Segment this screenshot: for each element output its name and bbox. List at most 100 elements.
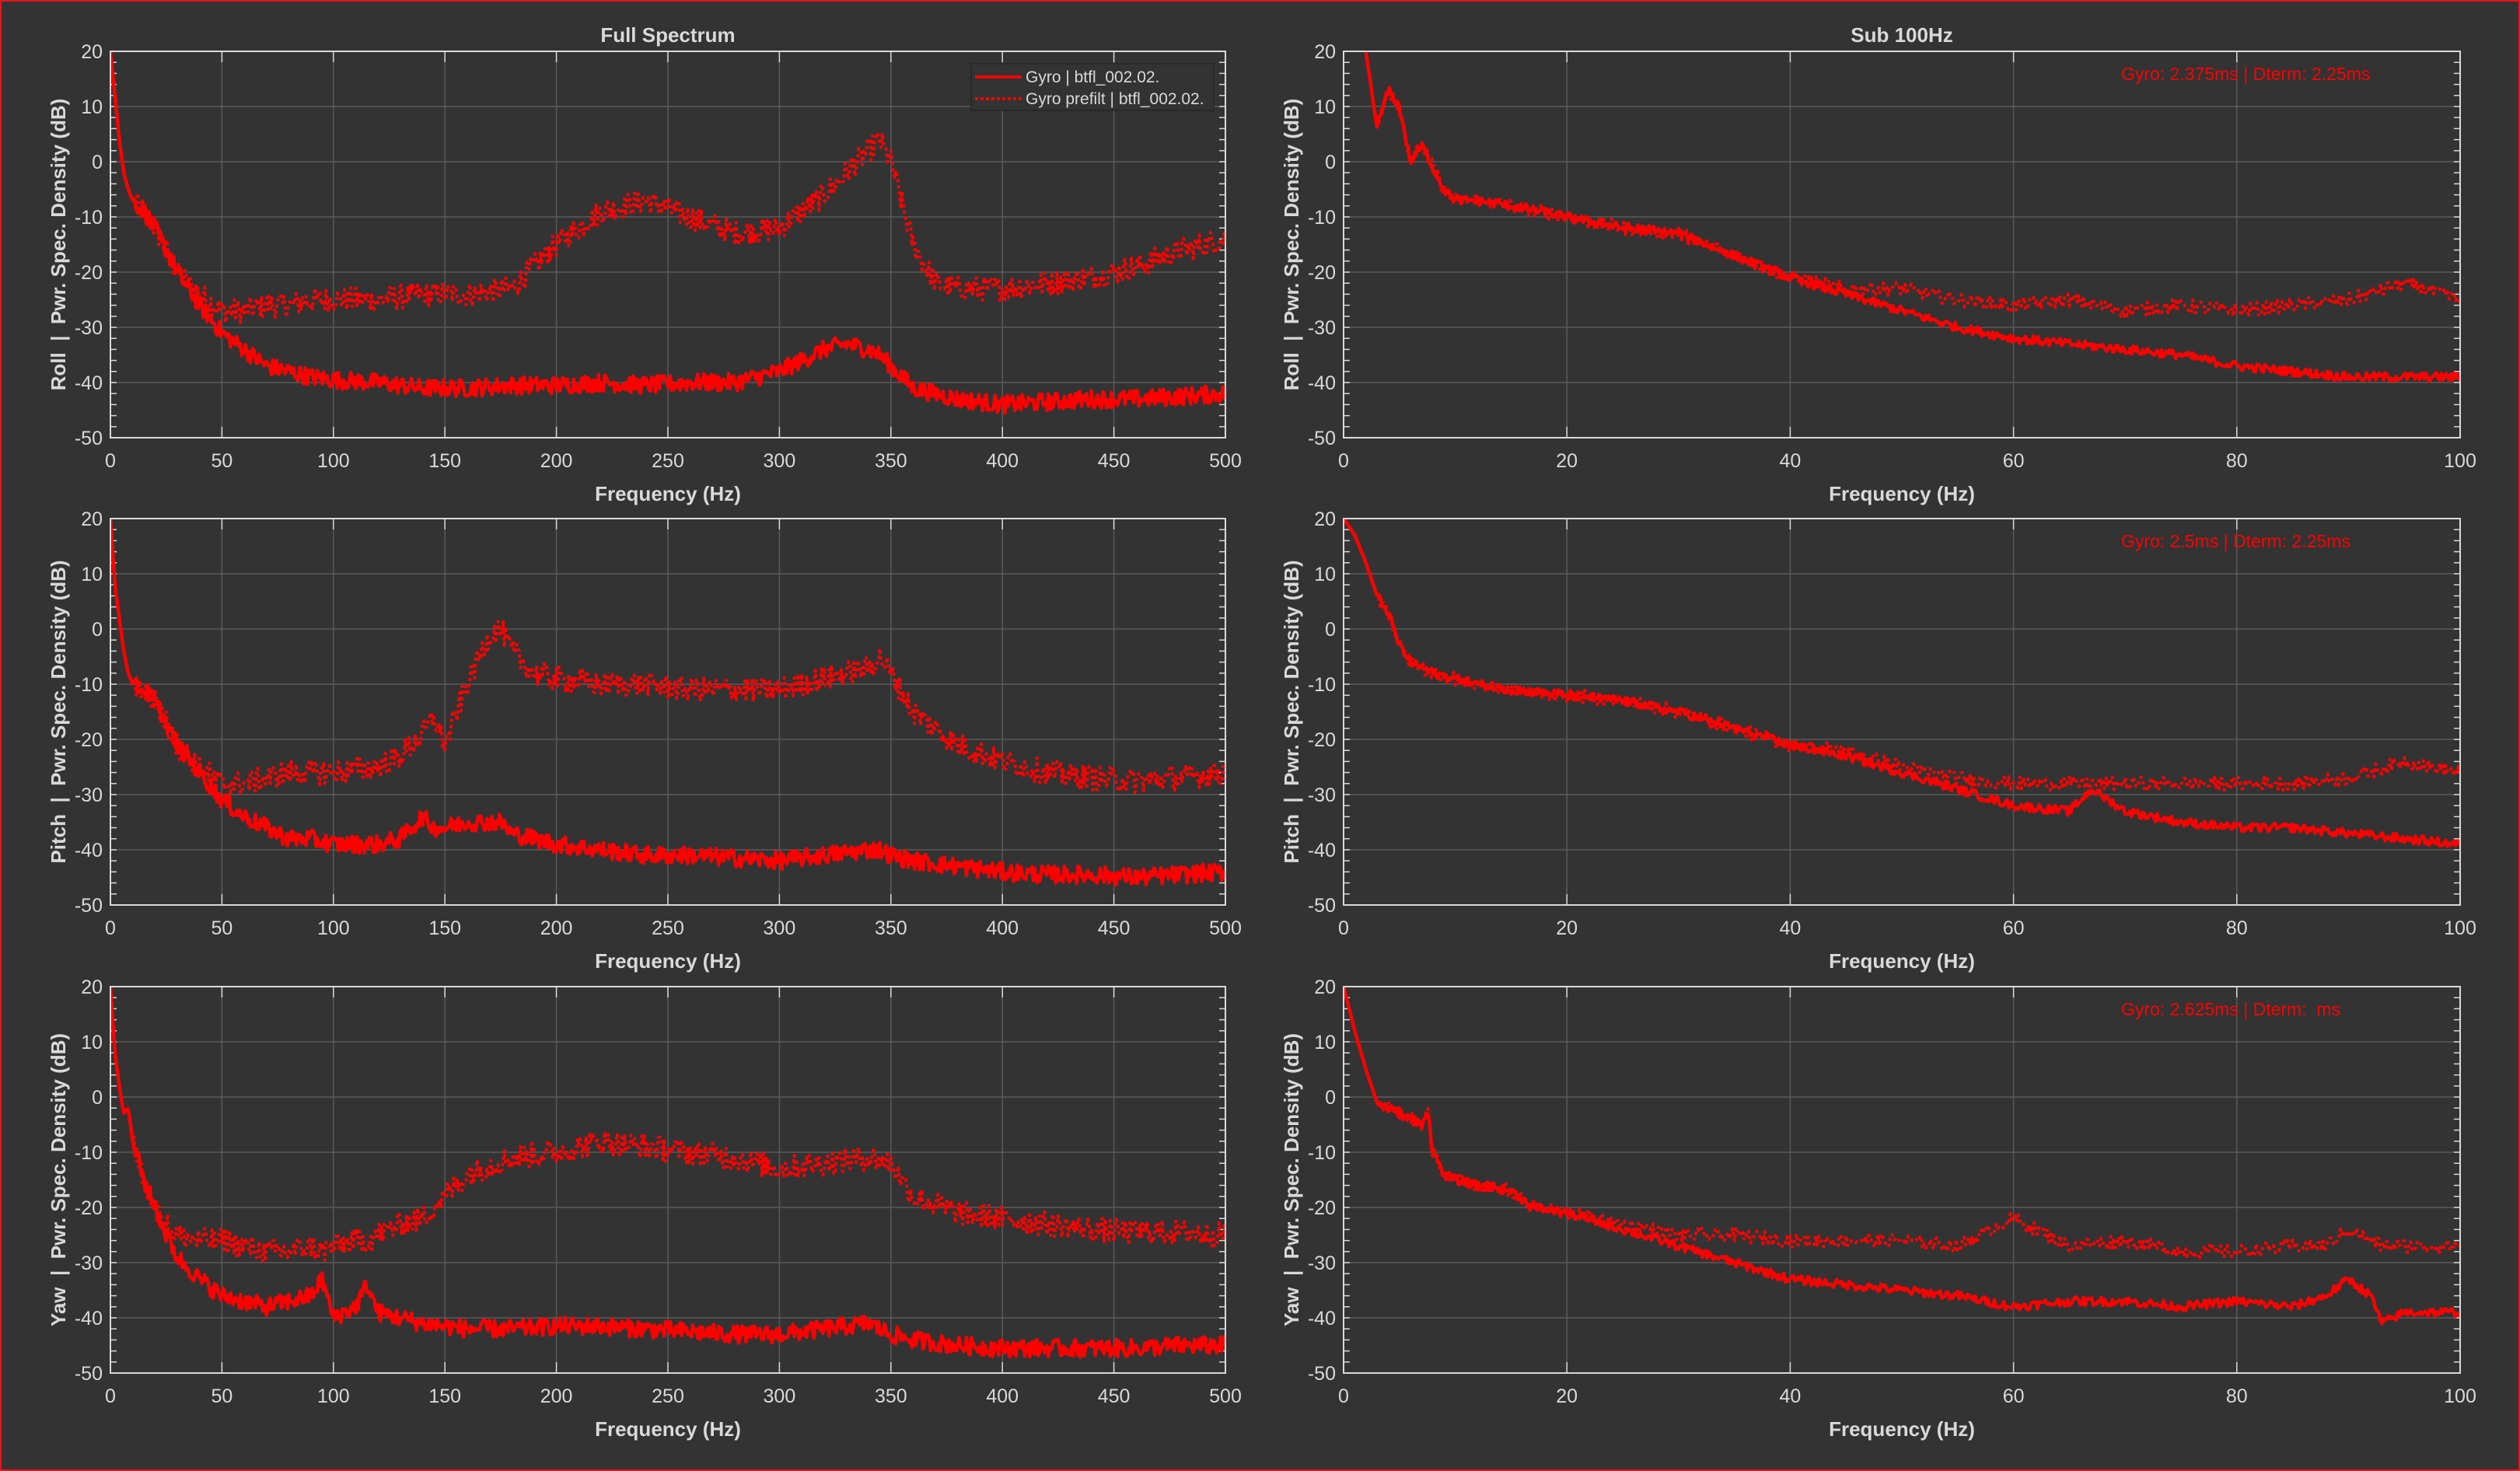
x-tick-label: 400 [986, 917, 1019, 939]
y-tick-label: -10 [75, 207, 103, 229]
y-tick-label: -10 [75, 1142, 103, 1164]
y-tick-label: 20 [81, 41, 103, 63]
x-tick-label: 500 [1209, 450, 1242, 472]
y-tick-label: -30 [1308, 317, 1336, 339]
y-tick-label: -20 [75, 1197, 103, 1219]
subplot-yaw-sub: 0 20 40 60 80 10020100-10-20-30-40-50Frequenc… [1280, 977, 2476, 1441]
y-tick-label: -20 [1308, 729, 1336, 751]
y-tick-label: -30 [1308, 784, 1336, 806]
y-tick-label: -30 [1308, 1253, 1336, 1274]
subplot-pitch-sub: 0 20 40 60 80 10020100-10-20-30-40-50Frequenc… [1280, 508, 2476, 973]
x-axis-label: Frequency (Hz) [595, 949, 741, 973]
x-tick-label: 450 [1098, 450, 1131, 472]
x-tick-label: 500 [1209, 1385, 1242, 1407]
x-tick-label: 80 [2226, 1385, 2248, 1407]
x-axis-label: Frequency (Hz) [1829, 482, 1975, 505]
subplot-title: Full Spectrum [600, 23, 735, 47]
y-tick-label: -20 [75, 262, 103, 284]
x-tick-label: 150 [428, 1385, 461, 1407]
axes-box [110, 51, 1226, 439]
y-tick-label: -10 [1308, 207, 1336, 229]
series-line-gyro-prefilt [110, 51, 1225, 324]
y-tick-label: 0 [92, 619, 103, 641]
x-tick-label: 0 [105, 917, 116, 939]
x-tick-label: 60 [2003, 450, 2025, 472]
x-tick-label: 80 [2226, 450, 2248, 472]
y-axis-label: Pitch | Pwr. Spec. Density (dB) [47, 560, 70, 863]
y-tick-label: 20 [1314, 977, 1336, 998]
x-tick-label: 50 [211, 1385, 232, 1407]
y-tick-label: 10 [1314, 1032, 1336, 1053]
y-tick-label: 10 [81, 564, 103, 585]
subplot-pitch-full: 0 50 100 150 200 250 300 350 400 450 50020100-10-2… [47, 508, 1242, 973]
series-line-gyro [1344, 987, 2460, 1326]
y-axis-label: Pitch | Pwr. Spec. Density (dB) [1280, 560, 1303, 863]
y-tick-label: -50 [1308, 1363, 1336, 1385]
x-tick-label: 450 [1098, 1385, 1131, 1407]
x-tick-label: 150 [428, 917, 461, 939]
legend-entry: Gyro prefilt | btfl_002.02. [1026, 90, 1204, 108]
x-tick-label: 50 [211, 450, 232, 472]
y-axis-label: Roll | Pwr. Spec. Density (dB) [1280, 99, 1303, 391]
legend: Gyro | btfl_002.02. Gyro prefilt | btfl_0… [970, 63, 1215, 111]
x-tick-label: 40 [1779, 1385, 1801, 1407]
x-tick-label: 250 [652, 1385, 684, 1407]
axes-box [110, 986, 1226, 1374]
y-tick-label: -50 [1308, 895, 1336, 917]
y-tick-label: -40 [75, 372, 103, 394]
x-tick-label: 0 [1338, 450, 1349, 472]
y-axis-label: Yaw | Pwr. Spec. Density (dB) [47, 1033, 70, 1326]
grid [110, 518, 1226, 906]
subplot-roll-sub: 0 20 40 60 80 10020100-10-20-30-40-50Frequenc… [1280, 23, 2476, 505]
x-tick-label: 60 [2003, 917, 2025, 939]
filter-delay-annotation: Gyro: 2.625ms | Dterm: ms [2121, 999, 2340, 1019]
series-line-gyro-prefilt [110, 987, 1225, 1263]
y-tick-label: -30 [75, 784, 103, 806]
series-group [1364, 51, 2460, 383]
series-line-gyro-prefilt [1344, 519, 2460, 792]
y-tick-label: 0 [92, 152, 103, 173]
y-tick-label: -40 [75, 840, 103, 861]
x-axis-label: Frequency (Hz) [595, 1417, 741, 1441]
series-line-gyro [110, 519, 1225, 887]
x-tick-label: 500 [1209, 917, 1242, 939]
y-tick-label: -20 [1308, 262, 1336, 284]
axes-box [1343, 986, 2461, 1374]
x-tick-label: 100 [317, 917, 350, 939]
x-tick-label: 100 [317, 450, 350, 472]
y-tick-label: -20 [75, 729, 103, 751]
series-group [110, 519, 1225, 887]
y-tick-label: -40 [75, 1308, 103, 1329]
x-tick-label: 40 [1779, 917, 1801, 939]
y-tick-label: -40 [1308, 372, 1336, 394]
grid [110, 986, 1226, 1374]
series-line-gyro-prefilt [1344, 987, 2460, 1260]
series-group [110, 987, 1225, 1359]
y-tick-label: -50 [1308, 428, 1336, 449]
legend-entry: Gyro | btfl_002.02. [1026, 68, 1159, 86]
series-line-gyro-prefilt [1364, 51, 2460, 319]
y-tick-label: -40 [1308, 840, 1336, 861]
series-line-gyro [110, 987, 1225, 1359]
subplot-roll-full: 0 50 100 150 200 250 300 350 400 450 50020100-10-2… [47, 23, 1242, 505]
y-tick-label: 10 [1314, 96, 1336, 118]
y-tick-label: -50 [75, 1363, 103, 1385]
series-group [110, 51, 1225, 415]
subplot-title: Sub 100Hz [1851, 23, 1953, 47]
x-axis-label: Frequency (Hz) [1829, 1417, 1975, 1441]
x-axis-label: Frequency (Hz) [595, 482, 741, 505]
x-tick-label: 0 [105, 1385, 116, 1407]
y-tick-label: -20 [1308, 1197, 1336, 1219]
x-tick-label: 350 [875, 917, 907, 939]
y-tick-label: 20 [81, 977, 103, 998]
x-tick-label: 350 [875, 1385, 907, 1407]
axes-box [1343, 51, 2461, 439]
y-tick-label: -10 [1308, 1142, 1336, 1164]
y-tick-label: 0 [1325, 152, 1336, 173]
y-tick-label: -10 [1308, 674, 1336, 696]
y-tick-label: -30 [75, 317, 103, 339]
y-tick-label: -40 [1308, 1308, 1336, 1329]
series-group [1344, 519, 2460, 848]
axes-box [110, 518, 1226, 906]
x-tick-label: 100 [2444, 450, 2476, 472]
